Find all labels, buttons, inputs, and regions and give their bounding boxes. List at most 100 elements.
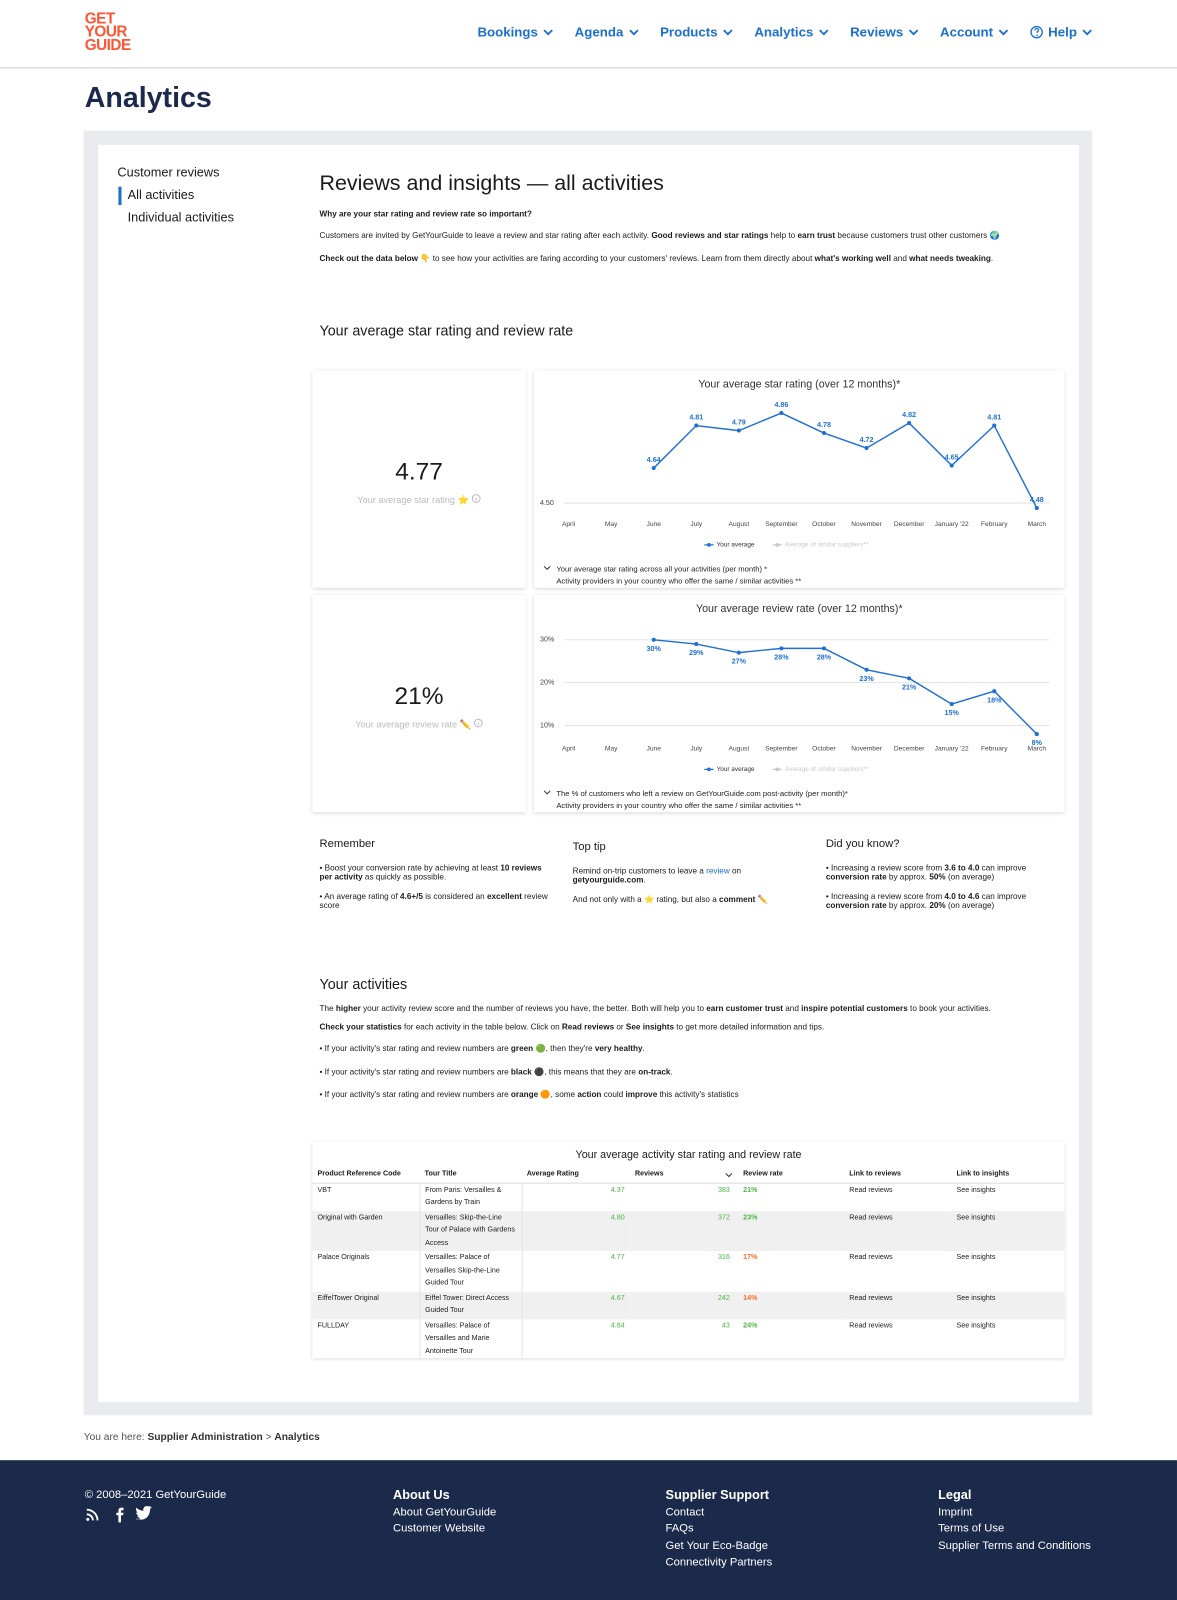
bold-run: 4.6+/5 — [400, 891, 423, 901]
info-icon[interactable] — [471, 494, 481, 503]
data-label: 23% — [859, 675, 874, 683]
chart-card: Your average star rating (over 12 months… — [533, 370, 1065, 588]
nav-item[interactable]: Bookings — [477, 24, 553, 40]
table-link[interactable]: See insights — [956, 1321, 996, 1330]
table-link[interactable]: See insights — [956, 1254, 996, 1262]
table-link[interactable]: See insights — [956, 1186, 996, 1194]
bold-run: 20% — [929, 901, 946, 911]
x-tick-label: November — [851, 521, 882, 528]
twitter-icon[interactable] — [135, 1506, 153, 1520]
info-icon[interactable] — [473, 718, 483, 728]
chart-footnote: Your average star rating across all your… — [556, 564, 767, 573]
table-link[interactable]: Read reviews — [849, 1294, 893, 1302]
footer-link[interactable]: Connectivity Partners — [665, 1556, 773, 1569]
chart-title: Your average review rate (over 12 months… — [696, 603, 903, 615]
footer-link[interactable]: Customer Website — [393, 1522, 486, 1535]
sidebar-item[interactable]: Individual activities — [127, 210, 234, 225]
x-tick-label: July — [690, 746, 702, 753]
text-run: review score — [319, 891, 548, 911]
column-header[interactable]: Reviews — [629, 1167, 739, 1184]
x-tick-label: May — [605, 521, 618, 528]
data-label: 4.64 — [647, 456, 661, 464]
table-cell: EiffelTower Original — [317, 1294, 379, 1302]
table-cell: FULLDAY — [317, 1321, 350, 1330]
footer-link[interactable]: About GetYourGuide — [393, 1505, 497, 1518]
facebook-icon[interactable] — [116, 1507, 124, 1523]
table-link[interactable]: Read reviews — [849, 1213, 893, 1221]
tip-block: Top tip Remind on-trip customers to leave… — [572, 842, 803, 913]
sidebar-item[interactable]: All activities — [127, 187, 195, 203]
legend-label: Your average — [717, 766, 755, 773]
text-run: • If your activity's star rating and rev… — [319, 1067, 511, 1077]
bold-run: earn customer trust — [706, 1004, 783, 1014]
bold-run: green — [510, 1043, 534, 1054]
tip-item: • Increasing a review score from 3.6 to … — [826, 863, 1056, 882]
data-point — [651, 637, 656, 642]
nav-item[interactable]: Analytics — [754, 24, 829, 40]
table-link[interactable]: See insights — [956, 1294, 996, 1302]
table-cell: 17% — [743, 1254, 758, 1262]
bold-run: black — [510, 1067, 532, 1077]
table-link[interactable]: Read reviews — [849, 1186, 893, 1194]
footer-link[interactable]: Contact — [665, 1505, 705, 1518]
nav-item[interactable]: Account — [940, 24, 1009, 40]
data-point — [736, 650, 741, 655]
table-cell: 316 — [717, 1254, 730, 1262]
help-circle — [1030, 25, 1043, 39]
footer-link[interactable]: Terms of Use — [938, 1522, 1005, 1535]
legend-marker — [775, 767, 780, 772]
link[interactable]: review — [706, 865, 730, 875]
x-tick-label: March — [1028, 746, 1047, 753]
stat-label-text: Your average star rating ⭐ — [357, 494, 470, 506]
stat-card: 21% Your average review rate ✏️ — [312, 594, 526, 813]
nav-chevron — [628, 29, 639, 36]
chevron-path — [818, 29, 829, 36]
logo-line: GET — [84, 10, 115, 28]
table-link[interactable]: See insights — [956, 1213, 996, 1221]
nav-item[interactable]: Agenda — [575, 24, 639, 40]
footer-link[interactable]: Imprint — [938, 1505, 973, 1518]
x-tick-label: April — [562, 746, 576, 753]
nav-chevron — [1082, 29, 1092, 36]
table-link[interactable]: Read reviews — [849, 1321, 893, 1330]
table-link[interactable]: Read reviews — [849, 1254, 893, 1262]
x-tick-label: December — [894, 521, 925, 528]
chevron[interactable] — [543, 565, 551, 571]
stat-card: 4.77 Your average star rating ⭐ — [312, 370, 526, 588]
nav-item[interactable]: Help — [1030, 24, 1092, 40]
copyright: © 2008–2021 GetYourGuide — [84, 1488, 227, 1502]
logo-line: GUIDE — [84, 36, 131, 55]
text-run: because customers trust other customers … — [835, 230, 1000, 240]
table-cell: 4.67 — [610, 1294, 625, 1302]
data-point — [1034, 506, 1039, 511]
bold-run: Check your statistics — [319, 1022, 402, 1032]
rss-icon[interactable] — [86, 1508, 99, 1521]
text-run: by approx. — [886, 872, 930, 882]
table-cell: 43 — [721, 1321, 730, 1330]
table-cell: From Paris: Versailles & Gardens by Trai… — [419, 1182, 523, 1211]
footer-link[interactable]: FAQs — [665, 1522, 694, 1535]
table-card: Your average activity star rating and re… — [312, 1141, 1065, 1360]
column-header-text: Average Rating — [526, 1170, 579, 1178]
breadcrumb-link[interactable]: Supplier Administration — [147, 1431, 263, 1443]
column-header-text: Reviews — [634, 1170, 664, 1178]
data-label: 18% — [987, 696, 1002, 704]
text-run: And not only with a ⭐ rating, but also a — [572, 894, 720, 904]
text-run: this activity's statistics — [657, 1089, 739, 1099]
bold-run: 4.0 to 4.6 — [944, 891, 980, 901]
footer-link[interactable]: Supplier Terms and Conditions — [938, 1539, 1091, 1552]
table-cell: 372 — [717, 1213, 730, 1221]
footer-link[interactable]: Get Your Eco-Badge — [665, 1539, 768, 1552]
nav-item[interactable]: Reviews — [850, 24, 919, 40]
bold-run: orange — [510, 1089, 539, 1099]
logo-line: YOUR — [84, 23, 128, 41]
chevron[interactable] — [543, 790, 551, 795]
data-point — [864, 667, 869, 672]
nav-item[interactable]: Products — [660, 24, 733, 40]
nav-label: Analytics — [754, 24, 814, 40]
bold-run: See insights — [625, 1022, 675, 1032]
logo[interactable]: GET YOUR GUIDE — [84, 10, 131, 55]
tip-item: Remind on-trip customers to leave a revi… — [573, 866, 803, 885]
footer-column: Supplier Support Contact FAQs Get Your Eco-… — [666, 1487, 773, 1571]
breadcrumb: You are here: Supplier Administration > … — [84, 1432, 320, 1443]
